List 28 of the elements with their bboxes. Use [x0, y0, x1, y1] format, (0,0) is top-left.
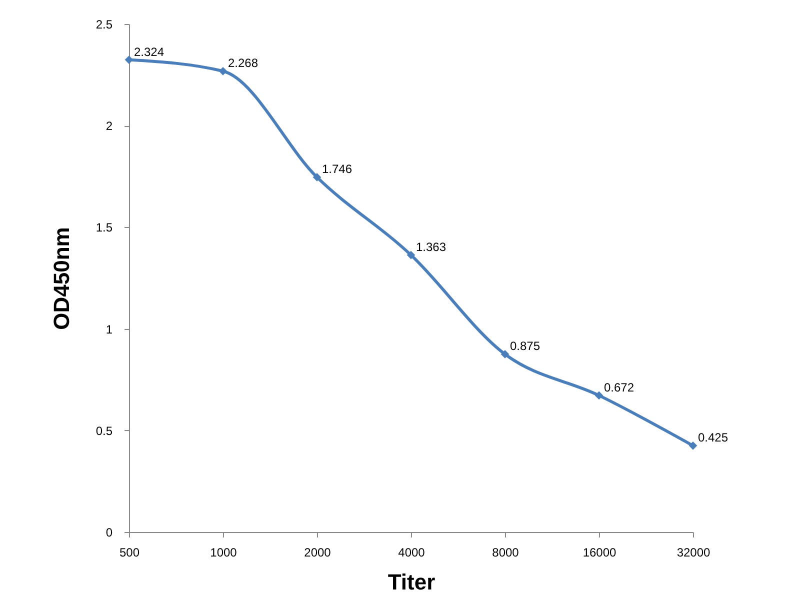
y-tick-label: 2.5 — [96, 18, 113, 32]
data-label: 2.324 — [134, 44, 164, 59]
y-tick-label: 2 — [106, 119, 113, 134]
point — [688, 441, 698, 450]
data-label: 0.875 — [510, 339, 540, 354]
data-label: 0.425 — [698, 430, 728, 445]
point — [218, 66, 228, 76]
x-tick-label: 16000 — [582, 546, 617, 560]
point — [312, 173, 322, 182]
data-label: 2.268 — [228, 56, 258, 70]
x-tick-label: 500 — [119, 546, 140, 560]
data-label: 1.746 — [322, 162, 352, 176]
data-label: 0.672 — [604, 380, 634, 394]
x-tick-label: 1000 — [210, 546, 238, 560]
x-axis-title: Titer — [388, 570, 436, 594]
data-label: 1.363 — [416, 240, 446, 254]
y-tick-label: 1.5 — [96, 220, 113, 235]
point — [406, 250, 416, 260]
point — [594, 391, 604, 400]
x-tick-label: 2000 — [304, 546, 332, 560]
x-tick-label: 4000 — [398, 546, 426, 560]
x-tick-label: 8000 — [492, 546, 520, 560]
y-tick-label: 1 — [106, 322, 113, 336]
y-tick-label: 0.5 — [96, 424, 113, 438]
x-tick-label: 32000 — [676, 546, 711, 560]
y-axis-title: OD450nm — [48, 227, 74, 330]
y-tick-label: 0 — [106, 526, 113, 540]
point — [500, 350, 510, 358]
